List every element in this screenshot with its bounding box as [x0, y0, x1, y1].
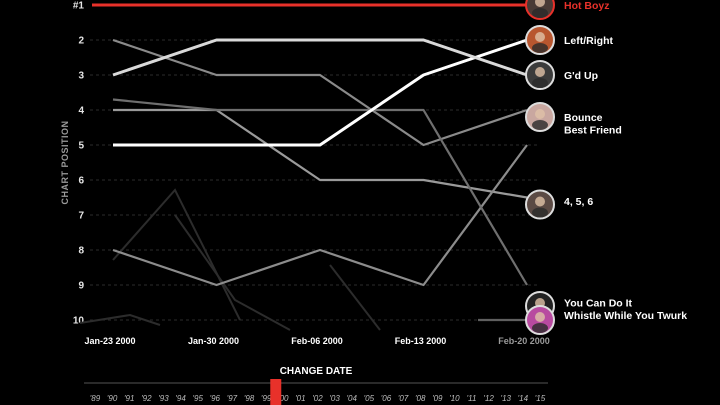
x-tick-label: Feb-06 2000	[291, 336, 343, 346]
timeline-year[interactable]: '09	[432, 394, 443, 403]
timeline-year[interactable]: '00	[278, 394, 289, 403]
timeline-year[interactable]: '07	[398, 394, 409, 403]
song-avatar[interactable]	[525, 305, 555, 335]
timeline-year[interactable]: '13	[501, 394, 512, 403]
timeline-year[interactable]: '12	[483, 394, 494, 403]
series-line-you-can-do-it	[112, 98, 528, 286]
series-line-left-right	[113, 38, 528, 147]
faint-trace-line	[329, 264, 381, 331]
song-avatar[interactable]	[525, 60, 555, 90]
timeline-year[interactable]: '06	[381, 394, 392, 403]
song-label: Best Friend	[564, 124, 622, 136]
song-avatar[interactable]	[525, 189, 555, 220]
song-avatar[interactable]	[525, 0, 555, 20]
faint-trace-line	[112, 188, 241, 321]
timeline-year[interactable]: '14	[518, 394, 529, 403]
timeline-year[interactable]: '04	[347, 394, 358, 403]
timeline-year[interactable]: '90	[107, 394, 118, 403]
timeline-year[interactable]: '89	[90, 394, 101, 403]
timeline-year[interactable]: '11	[467, 394, 477, 403]
series-line-g-d-up	[112, 38, 528, 77]
x-tick-label: Jan-23 2000	[84, 336, 135, 346]
x-tick-label: Feb-13 2000	[395, 336, 447, 346]
song-avatar[interactable]	[525, 102, 555, 132]
timeline-year[interactable]: '92	[141, 394, 152, 403]
x-tick-label: Jan-30 2000	[188, 336, 239, 346]
timeline-year[interactable]: '08	[415, 394, 426, 403]
y-tick-label: #1	[73, 1, 85, 12]
timeline-year[interactable]: '98	[244, 394, 255, 403]
series-line-4-5-6	[112, 38, 528, 147]
y-tick-label: 10	[73, 316, 85, 327]
series-line-best-friend	[112, 144, 528, 287]
y-tick-label: 3	[78, 71, 84, 82]
song-label: 4, 5, 6	[564, 196, 593, 208]
timeline-year[interactable]: '99	[261, 394, 272, 403]
timeline-year[interactable]: '03	[329, 394, 340, 403]
y-tick-label: 5	[78, 141, 84, 152]
song-label: Bounce	[564, 112, 603, 124]
timeline-year[interactable]: '15	[535, 394, 546, 403]
timeline-year[interactable]: '93	[158, 394, 169, 403]
timeline-year[interactable]: '01	[295, 394, 305, 403]
timeline-year[interactable]: '94	[175, 394, 186, 403]
timeline-year[interactable]: '10	[449, 394, 460, 403]
faint-trace-line	[79, 313, 161, 326]
timeline-year[interactable]: '97	[227, 394, 238, 403]
song-label: You Can Do It	[564, 298, 633, 310]
song-label: Whistle While You Twurk	[564, 310, 687, 322]
y-tick-label: 6	[78, 176, 84, 187]
y-axis-label: CHART POSITION	[60, 120, 70, 204]
timeline-year[interactable]: '91	[124, 394, 134, 403]
y-tick-label: 9	[78, 281, 84, 292]
timeline-year[interactable]: '05	[364, 394, 375, 403]
timeline-year[interactable]: '02	[312, 394, 323, 403]
song-label: Hot Boyz	[564, 0, 610, 12]
song-avatar[interactable]	[525, 25, 555, 55]
change-date-title: CHANGE DATE	[280, 366, 353, 377]
x-tick-label: Feb-20 2000	[498, 336, 550, 346]
y-tick-label: 8	[78, 246, 84, 257]
y-tick-label: 7	[78, 211, 84, 222]
y-tick-label: 4	[78, 106, 84, 117]
y-tick-label: 2	[78, 36, 84, 47]
timeline-handle[interactable]	[270, 379, 282, 405]
series-line-bounce	[113, 108, 528, 199]
song-label: Left/Right	[564, 35, 613, 47]
faint-trace-line	[174, 214, 291, 331]
song-label: G'd Up	[564, 70, 598, 82]
timeline-year[interactable]: '95	[192, 394, 203, 403]
timeline-year[interactable]: '96	[210, 394, 221, 403]
